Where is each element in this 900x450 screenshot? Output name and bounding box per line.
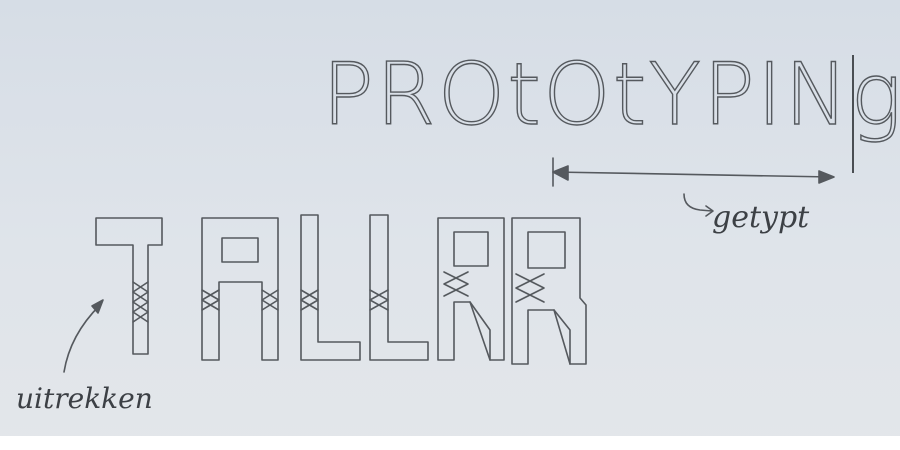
page-edge	[0, 436, 900, 450]
stretch-zigzag	[443, 271, 469, 297]
letter-a-two-outer	[437, 217, 505, 361]
letter-a-outer	[201, 217, 279, 361]
label-uitrekken: uitrekken	[16, 382, 153, 415]
stretched-word-tallaa	[95, 214, 587, 365]
letter-l-one	[300, 214, 361, 361]
label-getypt: getypt	[712, 200, 810, 235]
stretch-zigzag	[201, 289, 220, 311]
letter-l-two	[369, 214, 429, 361]
hook-arrow-icon	[683, 193, 714, 217]
curved-arrow-icon	[63, 299, 104, 373]
letter-a-two-inner	[453, 231, 489, 267]
stretch-zigzag	[300, 289, 319, 311]
measure-arrow-icon	[552, 157, 835, 187]
letter-a-three-inner	[527, 231, 566, 269]
letter-t	[95, 217, 163, 355]
stretch-zigzag	[369, 289, 389, 311]
stretch-zigzag	[132, 281, 149, 323]
text-cursor-line	[852, 55, 854, 173]
typed-word-prototyping: PROtOtYPINg	[321, 45, 900, 145]
letter-a-inner	[221, 237, 259, 263]
stretch-zigzag	[515, 273, 545, 303]
letter-a-three-outer	[511, 217, 587, 365]
stretch-zigzag	[261, 289, 279, 311]
